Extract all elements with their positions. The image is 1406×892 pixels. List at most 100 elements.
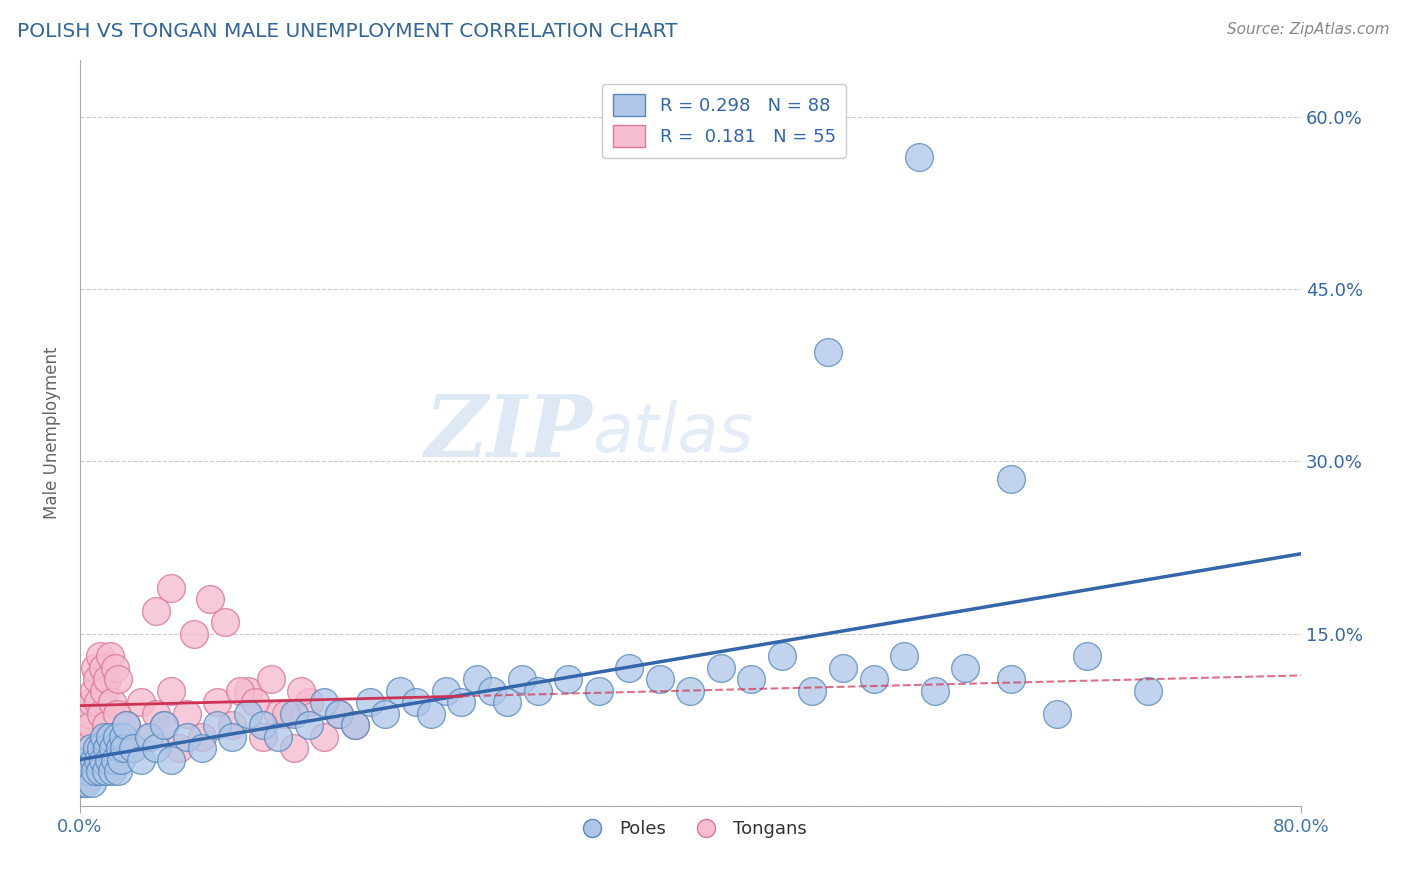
Point xyxy=(312,730,335,744)
Point xyxy=(1000,673,1022,687)
Legend: Poles, Tongans: Poles, Tongans xyxy=(567,813,814,846)
Point xyxy=(801,684,824,698)
Point xyxy=(619,661,641,675)
Point xyxy=(79,718,101,732)
Text: Source: ZipAtlas.com: Source: ZipAtlas.com xyxy=(1226,22,1389,37)
Point xyxy=(167,741,190,756)
Point xyxy=(267,730,290,744)
Point xyxy=(526,684,548,698)
Point xyxy=(111,730,134,744)
Point xyxy=(94,764,117,779)
Point xyxy=(679,684,702,698)
Point xyxy=(79,741,101,756)
Point xyxy=(93,684,115,698)
Point xyxy=(160,581,183,595)
Y-axis label: Male Unemployment: Male Unemployment xyxy=(44,346,60,519)
Point xyxy=(97,753,120,767)
Point xyxy=(145,706,167,721)
Point xyxy=(94,718,117,732)
Point xyxy=(122,741,145,756)
Point xyxy=(160,684,183,698)
Point xyxy=(770,649,793,664)
Point xyxy=(84,661,107,675)
Point xyxy=(76,730,98,744)
Point xyxy=(70,776,93,790)
Point xyxy=(419,706,441,721)
Point xyxy=(481,684,503,698)
Text: atlas: atlas xyxy=(593,400,754,466)
Point xyxy=(893,649,915,664)
Point xyxy=(450,695,472,709)
Text: POLISH VS TONGAN MALE UNEMPLOYMENT CORRELATION CHART: POLISH VS TONGAN MALE UNEMPLOYMENT CORRE… xyxy=(17,22,678,41)
Point xyxy=(122,741,145,756)
Point xyxy=(290,684,312,698)
Point xyxy=(245,695,267,709)
Point xyxy=(236,684,259,698)
Point xyxy=(72,776,94,790)
Point xyxy=(1137,684,1160,698)
Point xyxy=(283,706,305,721)
Point xyxy=(76,753,98,767)
Point xyxy=(267,706,290,721)
Point xyxy=(252,730,274,744)
Point xyxy=(862,673,884,687)
Point xyxy=(90,706,112,721)
Point xyxy=(207,695,229,709)
Point xyxy=(207,718,229,732)
Point xyxy=(129,753,152,767)
Point xyxy=(101,764,124,779)
Point xyxy=(221,718,243,732)
Point xyxy=(160,753,183,767)
Point xyxy=(138,730,160,744)
Point xyxy=(104,661,127,675)
Point xyxy=(84,764,107,779)
Point xyxy=(107,764,129,779)
Point xyxy=(108,741,131,756)
Point xyxy=(87,753,110,767)
Point xyxy=(96,673,118,687)
Point xyxy=(1046,706,1069,721)
Point xyxy=(77,706,100,721)
Point xyxy=(434,684,457,698)
Point xyxy=(75,753,97,767)
Point xyxy=(105,730,128,744)
Point xyxy=(191,741,214,756)
Point xyxy=(328,706,350,721)
Point xyxy=(96,741,118,756)
Point xyxy=(908,150,931,164)
Point xyxy=(648,673,671,687)
Point xyxy=(1000,472,1022,486)
Point xyxy=(90,741,112,756)
Point xyxy=(512,673,534,687)
Point xyxy=(86,741,108,756)
Point xyxy=(103,741,125,756)
Point xyxy=(73,741,96,756)
Point xyxy=(104,753,127,767)
Point xyxy=(87,695,110,709)
Point xyxy=(221,730,243,744)
Point xyxy=(83,753,105,767)
Point xyxy=(176,706,198,721)
Point xyxy=(252,718,274,732)
Point xyxy=(343,718,366,732)
Point xyxy=(496,695,519,709)
Point xyxy=(924,684,946,698)
Point xyxy=(100,730,122,744)
Point xyxy=(105,706,128,721)
Point xyxy=(214,615,236,629)
Point xyxy=(740,673,762,687)
Point xyxy=(101,695,124,709)
Point xyxy=(110,753,132,767)
Point xyxy=(72,764,94,779)
Point xyxy=(73,764,96,779)
Point xyxy=(97,730,120,744)
Point xyxy=(259,673,281,687)
Point xyxy=(710,661,733,675)
Point xyxy=(298,695,321,709)
Point xyxy=(112,741,135,756)
Point xyxy=(89,649,111,664)
Point xyxy=(153,718,176,732)
Point xyxy=(75,776,97,790)
Point xyxy=(129,695,152,709)
Point xyxy=(80,776,103,790)
